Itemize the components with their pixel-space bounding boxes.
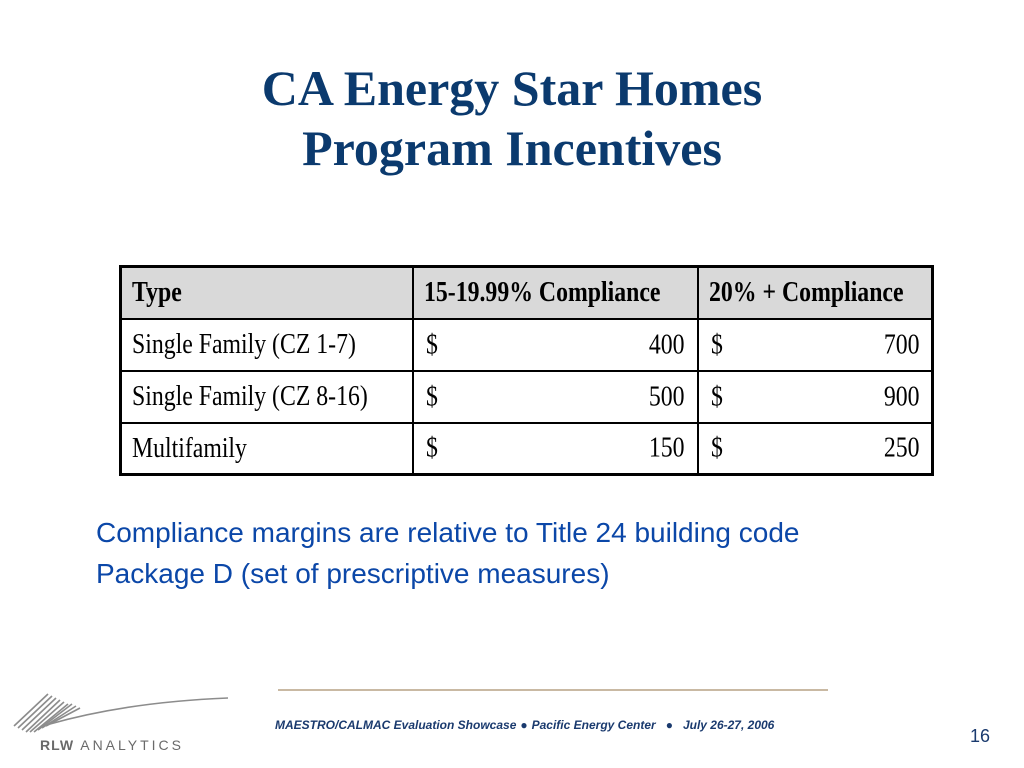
- incentive-cell: $700: [696, 317, 934, 372]
- row-type: Single Family (CZ 8-16): [119, 369, 414, 424]
- rlw-logo-mark-icon: [13, 693, 229, 733]
- incentive-cell: $500: [411, 369, 699, 424]
- table-header-row: Type 15-19.99% Compliance 20% + Complian…: [119, 265, 934, 320]
- slide-title: CA Energy Star Homes Program Incentives: [0, 58, 1024, 178]
- header-compliance-20: 20% + Compliance: [696, 265, 934, 320]
- table-row: Multifamily $150 $250: [119, 421, 934, 476]
- footer-event: MAESTRO/CALMAC Evaluation Showcase: [275, 718, 517, 732]
- incentive-cell: $250: [696, 421, 934, 476]
- bullet-separator: ●: [520, 718, 528, 732]
- row-type: Multifamily: [119, 421, 414, 476]
- title-line-2: Program Incentives: [302, 120, 722, 176]
- footer-caption: MAESTRO/CALMAC Evaluation Showcase ● Pacif…: [275, 718, 895, 732]
- table-row: Single Family (CZ 8-16) $500 $900: [119, 369, 934, 424]
- page-number: 16: [969, 726, 990, 746]
- logo-wordmark: RLW ANALYTICS: [40, 737, 184, 753]
- incentive-cell: $900: [696, 369, 934, 424]
- incentive-cell: $400: [411, 317, 699, 372]
- incentive-cell: $150: [411, 421, 699, 476]
- row-type: Single Family (CZ 1-7): [119, 317, 414, 372]
- incentives-table: Type 15-19.99% Compliance 20% + Complian…: [119, 265, 934, 476]
- title-line-1: CA Energy Star Homes: [261, 60, 763, 116]
- footer-dates: July 26-27, 2006: [682, 718, 775, 732]
- table-row: Single Family (CZ 1-7) $400 $700: [119, 317, 934, 372]
- compliance-note: Compliance margins are relative to Title…: [96, 517, 800, 589]
- footer-venue: Pacific Energy Center: [531, 718, 656, 732]
- header-compliance-15: 15-19.99% Compliance: [411, 265, 699, 320]
- bullet-separator: ●: [665, 718, 673, 732]
- header-type: Type: [119, 265, 414, 320]
- footer-divider: [278, 689, 828, 691]
